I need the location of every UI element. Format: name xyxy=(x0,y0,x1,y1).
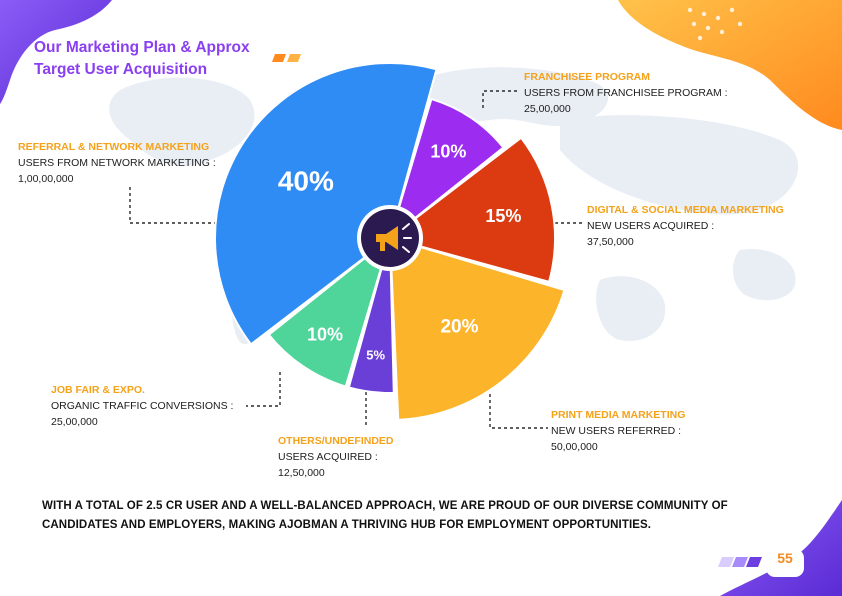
footer-text: WITH A TOTAL OF 2.5 CR USER AND A WELL-B… xyxy=(42,500,728,531)
pie-slice-label: 5% xyxy=(366,347,385,362)
pie-slice-others-undefinded xyxy=(347,237,395,394)
callout-description: ORGANIC TRAFFIC CONVERSIONS : xyxy=(51,400,234,412)
page-number-decor xyxy=(718,549,804,577)
callout-description: USERS FROM FRANCHISEE PROGRAM : xyxy=(524,87,728,99)
callout-category: REFERRAL & NETWORK MARKETING xyxy=(18,141,210,153)
callout-value: 25,00,000 xyxy=(524,103,571,115)
callout-value: 37,50,000 xyxy=(587,236,634,248)
megaphone-icon xyxy=(357,205,423,271)
pie-slice-label: 10% xyxy=(307,324,343,344)
leader-lines xyxy=(129,90,585,429)
pie-slice-label: 10% xyxy=(430,141,466,161)
page-number: 55 xyxy=(777,550,793,566)
callout-category: JOB FAIR & EXPO. xyxy=(51,384,145,396)
callout-category: OTHERS/UNDEFINDED xyxy=(278,435,394,447)
pie-slice-label: 40% xyxy=(278,166,334,197)
callout-job-fair-expo: JOB FAIR & EXPO. ORGANIC TRAFFIC CONVERS… xyxy=(51,382,233,430)
pie-slice-job-fair-expo xyxy=(267,235,392,388)
pie-slice-digital-social-media-marketing xyxy=(387,136,556,284)
callout-digital-social-media: DIGITAL & SOCIAL MEDIA MARKETING NEW USE… xyxy=(587,202,784,250)
callout-description: NEW USERS REFERRED : xyxy=(551,425,682,437)
callout-franchisee-program: FRANCHISEE PROGRAM USERS FROM FRANCHISEE… xyxy=(524,69,728,117)
pie-slice-referral-network-marketing xyxy=(214,62,438,346)
callout-description: USERS ACQUIRED : xyxy=(278,451,378,463)
title-accent-decor xyxy=(272,54,301,62)
pie-slice-label: 15% xyxy=(485,206,521,226)
callout-description: USERS FROM NETWORK MARKETING : xyxy=(18,157,216,169)
callout-description: NEW USERS ACQUIRED : xyxy=(587,220,715,232)
pie-slice-franchisee-program xyxy=(388,97,505,241)
callout-others-undefinded: OTHERS/UNDEFINDED USERS ACQUIRED : 12,50… xyxy=(278,433,394,481)
callout-value: 25,00,000 xyxy=(51,416,98,428)
title-line-2: Target User Acquisition xyxy=(34,61,208,78)
callout-category: FRANCHISEE PROGRAM xyxy=(524,71,651,83)
callout-print-media: PRINT MEDIA MARKETING NEW USERS REFERRED… xyxy=(551,407,685,455)
pie-slice-label: 20% xyxy=(440,316,478,337)
title-line-1: Our Marketing Plan & Approx xyxy=(34,39,250,56)
callout-value: 1,00,00,000 xyxy=(18,173,74,185)
callout-category: PRINT MEDIA MARKETING xyxy=(551,409,686,421)
callout-value: 50,00,000 xyxy=(551,441,598,453)
callout-value: 12,50,000 xyxy=(278,467,325,479)
pie-slice-print-media-marketing xyxy=(388,236,566,421)
page-title: Our Marketing Plan & Approx Target User … xyxy=(34,37,250,81)
callout-category: DIGITAL & SOCIAL MEDIA MARKETING xyxy=(587,204,784,216)
callout-referral-network: REFERRAL & NETWORK MARKETING USERS FROM … xyxy=(18,139,216,187)
